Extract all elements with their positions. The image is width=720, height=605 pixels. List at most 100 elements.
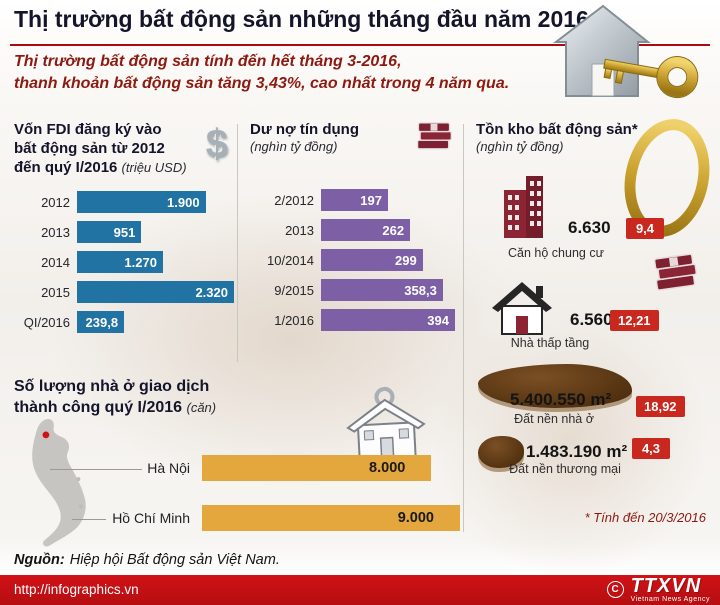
credit-title: Dư nợ tín dụng [250, 121, 359, 138]
transactions-unit-label: (căn) [186, 400, 217, 415]
residential-land-label: Đất nền nhà ở [514, 412, 594, 426]
hanoi-dot [42, 431, 50, 439]
low-rise-quantity: 6.560 [570, 310, 613, 329]
house-keychain-icon [346, 386, 426, 463]
bar-track: 9.000 [202, 505, 460, 531]
credit-section: Dư nợ tín dụng (nghìn tỷ đồng) 2/2012 197… [250, 120, 455, 339]
credit-unit-label: (nghìn tỷ đồng) [250, 139, 338, 154]
subtitle-line-1: Thị trường bất động sản tính đến hết thá… [14, 53, 402, 70]
bar: 299 [321, 249, 423, 271]
bar-category-label: 2012 [41, 194, 70, 210]
bar: 8.000 [202, 455, 432, 481]
credit-bar-chart: 2/2012 197 2013 262 10/2014 299 9/2015 358,3 1/2… [250, 189, 455, 331]
arm-photo-background [420, 290, 720, 590]
bar-row: Hà Nội 8.000 [14, 455, 460, 481]
bar-row: QI/2016 239,8 [14, 311, 234, 333]
transactions-title: Số lượng nhà ở giao dịch thành công quý … [14, 376, 216, 418]
bar: 2.320 [77, 281, 234, 303]
transactions-title-line-1: Số lượng nhà ở giao dịch [14, 378, 210, 395]
bar-value-label: 394 [427, 312, 449, 328]
fdi-title-line-2: bất động sản từ 2012 [14, 140, 165, 157]
bar-value-label: 262 [382, 222, 405, 238]
bar-row: Hồ Chí Minh 9.000 [14, 505, 460, 531]
copyright-icon: C [606, 581, 624, 598]
bar-track: 262 [321, 219, 455, 241]
bar-row: 2015 2.320 [14, 281, 234, 303]
bar-track: 1.270 [77, 251, 234, 273]
inventory-section: Tồn kho bất động sản* (nghìn tỷ đồng) 6.… [476, 120, 708, 536]
bar-row: 2013 262 [250, 219, 455, 241]
apartment-quantity: 6.630 [568, 218, 611, 237]
bar-row: 2012 1.900 [14, 191, 234, 213]
footer-url[interactable]: http://infographics.vn [14, 582, 139, 597]
bar-value-label: 1.900 [167, 194, 200, 210]
bar-category-label: QI/2016 [23, 314, 70, 330]
bar: 239,8 [77, 311, 125, 333]
transactions-bar-chart: Hà Nội 8.000 Hồ Chí Minh 9.000 [14, 455, 460, 555]
bar-value-label: 239,8 [85, 314, 119, 330]
bar: 1.900 [77, 191, 206, 213]
bar-track: 951 [77, 221, 234, 243]
apartment-label: Căn hộ chung cư [508, 246, 604, 260]
bar-category-label: 1/2016 [274, 312, 314, 328]
bar: 358,3 [321, 279, 443, 301]
apartment-value-badge: 9,4 [626, 218, 664, 239]
bar-track: 358,3 [321, 279, 455, 301]
ttxvn-logo-text: TTXVN [630, 575, 702, 597]
hanoi-connector-line [50, 469, 142, 470]
column-divider [463, 124, 464, 532]
source-label: Nguồn: [14, 552, 65, 568]
title-divider [10, 44, 710, 46]
page-title: Thị trường bất động sản những tháng đầu … [14, 6, 589, 32]
bar-track: 239,8 [77, 311, 234, 333]
inventory-footnote: * Tính đến 20/3/2016 [584, 510, 706, 525]
bar-row: 2013 951 [14, 221, 234, 243]
residential-land-value-badge: 18,92 [636, 396, 685, 417]
residential-land-icon [478, 364, 632, 408]
bar-row: 9/2015 358,3 [250, 279, 455, 301]
bar-category-label: 9/2015 [274, 282, 314, 298]
bar: 197 [321, 189, 388, 211]
bar: 262 [321, 219, 411, 241]
fdi-title-line-3: đến quý I/2016 [14, 159, 118, 176]
residential-land-quantity: 5.400.550 m² [510, 390, 612, 409]
bar-category-label: 2013 [285, 222, 314, 238]
money-stack-icon [416, 122, 452, 150]
low-rise-value-badge: 12,21 [610, 310, 659, 331]
bar-value-label: 951 [113, 224, 136, 240]
bar-track: 299 [321, 249, 455, 271]
fdi-unit-label: (triệu USD) [121, 160, 187, 175]
source-text: Hiệp hội Bất động sản Việt Nam. [69, 552, 280, 568]
commercial-land-icon [478, 436, 524, 468]
low-rise-label: Nhà thấp tầng [510, 336, 590, 350]
bar-row: 2014 1.270 [14, 251, 234, 273]
inventory-title: Tồn kho bất động sản* [476, 121, 638, 138]
bar-track: 394 [321, 309, 455, 331]
bar-value-label: 8.000 [369, 460, 406, 476]
bar: 1.270 [77, 251, 163, 273]
apartment-icon [504, 176, 543, 238]
bar-row: 1/2016 394 [250, 309, 455, 331]
subtitle-line-2: thanh khoản bất động sản tăng 3,43%, cao… [14, 75, 510, 92]
transactions-title-line-2: thành công quý I/2016 [14, 399, 183, 416]
bar-value-label: 1.270 [124, 254, 157, 270]
ttxvn-logo: TTXVN Vietnam News Agency [631, 576, 710, 603]
bar-track: 2.320 [77, 281, 234, 303]
bar-value-label: 358,3 [404, 282, 437, 298]
fdi-title-line-1: Vốn FDI đăng ký vào [14, 121, 162, 138]
footer-brand: C TTXVN Vietnam News Agency [606, 576, 710, 603]
bar-row: 2/2012 197 [250, 189, 455, 211]
bar-category-label: 2015 [41, 284, 70, 300]
inventory-unit-label: (nghìn tỷ đồng) [476, 139, 564, 154]
footer-bar: http://infographics.vn C TTXVN Vietnam N… [0, 575, 720, 605]
fdi-bar-chart: 2012 1.900 2013 951 2014 1.270 2015 2.320 QI/201… [14, 191, 234, 333]
vietnam-map [32, 419, 86, 547]
bar-category-label: 2014 [41, 254, 70, 270]
house-key-icon [553, 4, 699, 99]
bar-value-label: 2.320 [195, 284, 228, 300]
bar-category-label: Hà Nội [147, 460, 190, 476]
bar: 951 [77, 221, 142, 243]
bar-category-label: 2/2012 [274, 192, 314, 208]
bar-track: 197 [321, 189, 455, 211]
